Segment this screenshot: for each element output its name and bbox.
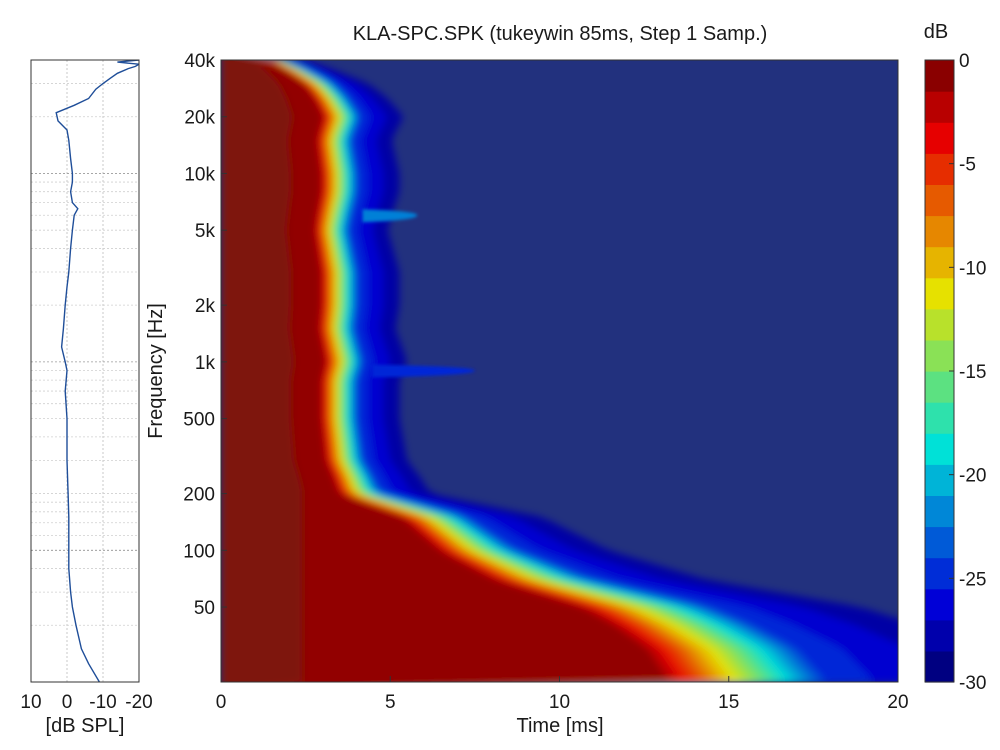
colorbar-label: dB: [924, 21, 948, 43]
y-tick-label: 200: [183, 485, 215, 506]
y-tick-label: 1k: [195, 353, 216, 374]
colorbar-step: [925, 339, 954, 372]
side-panel: 10 0 -10 -20 [dB SPL]: [20, 59, 153, 737]
y-tick-label: 50: [194, 598, 215, 619]
colorbar-tick-label: -25: [959, 569, 986, 590]
colorbar-ticks: 0 -5 -10 -15 -20 -25 -30: [949, 51, 986, 694]
colorbar-step: [925, 153, 954, 185]
main-y-label: Frequency [Hz]: [145, 303, 167, 439]
colorbar-step: [925, 495, 954, 528]
heatmap-area: [221, 60, 898, 682]
x-tick-label: 5: [385, 692, 396, 713]
contour-band: [221, 60, 670, 682]
colorbar-tick-label: -30: [959, 673, 986, 694]
colorbar-steps: [925, 60, 954, 683]
colorbar-tick-label: -5: [959, 155, 976, 176]
colorbar-step: [925, 215, 954, 248]
y-tick-label: 10k: [184, 164, 215, 185]
colorbar-step: [925, 308, 954, 341]
main-y-ticks: 50 100 200 500 1k 2k 5k 10k 20k 40k: [183, 51, 227, 619]
y-tick-label: 500: [183, 410, 215, 431]
colorbar-step: [925, 464, 954, 496]
y-tick-label: 2k: [195, 296, 216, 317]
chart-title: KLA-SPC.SPK (tukeywin 85ms, Step 1 Samp.…: [353, 23, 768, 45]
contour-core: [221, 60, 303, 682]
y-tick-label: 5k: [195, 221, 216, 242]
colorbar-step: [925, 91, 954, 123]
side-x-tick-label: 10: [20, 692, 41, 713]
side-x-tick-label: 0: [62, 692, 73, 713]
y-tick-label: 100: [183, 541, 215, 562]
side-panel-background: [31, 60, 139, 682]
side-x-tick-label: -10: [89, 692, 116, 713]
side-grid: [31, 60, 139, 682]
colorbar-tick-label: -10: [959, 258, 986, 279]
colorbar-step: [925, 619, 954, 652]
colorbar-step: [925, 246, 954, 279]
heatmap-bands: [221, 60, 898, 682]
colorbar-step: [925, 371, 954, 403]
colorbar-tick-label: 0: [959, 51, 970, 72]
x-tick-label: 20: [887, 692, 908, 713]
x-tick-label: 15: [718, 692, 739, 713]
colorbar-step: [925, 588, 954, 621]
side-response-curve: [55, 60, 139, 682]
colorbar-step: [925, 557, 954, 590]
resonance-streak: [372, 364, 475, 378]
colorbar-step: [925, 277, 954, 310]
x-tick-label: 10: [549, 692, 570, 713]
colorbar-tick-label: -15: [959, 362, 986, 383]
main-panel: KLA-SPC.SPK (tukeywin 85ms, Step 1 Samp.…: [145, 23, 909, 737]
colorbar-step: [925, 122, 954, 154]
side-x-ticks: 10 0 -10 -20: [20, 692, 152, 713]
colorbar-tick-label: -20: [959, 466, 986, 487]
side-x-label: [dB SPL]: [46, 715, 125, 737]
x-tick-label: 0: [216, 692, 227, 713]
heatmap-streaks: [362, 209, 475, 378]
colorbar-step: [925, 650, 954, 683]
colorbar-step: [925, 526, 954, 559]
colorbar-step: [925, 433, 954, 465]
side-panel-frame: [30, 59, 140, 683]
colorbar: dB 0 -5 -10 -15 -20 -25 -30: [924, 21, 987, 694]
y-tick-label: 20k: [184, 108, 215, 129]
y-tick-label: 40k: [184, 51, 215, 72]
main-x-label: Time [ms]: [516, 715, 603, 737]
colorbar-step: [925, 184, 954, 217]
resonance-streak: [362, 209, 418, 223]
colorbar-step: [925, 60, 954, 92]
main-x-ticks: 0 5 10 15 20: [216, 676, 909, 713]
colorbar-step: [925, 402, 954, 434]
side-x-tick-label: -20: [125, 692, 152, 713]
